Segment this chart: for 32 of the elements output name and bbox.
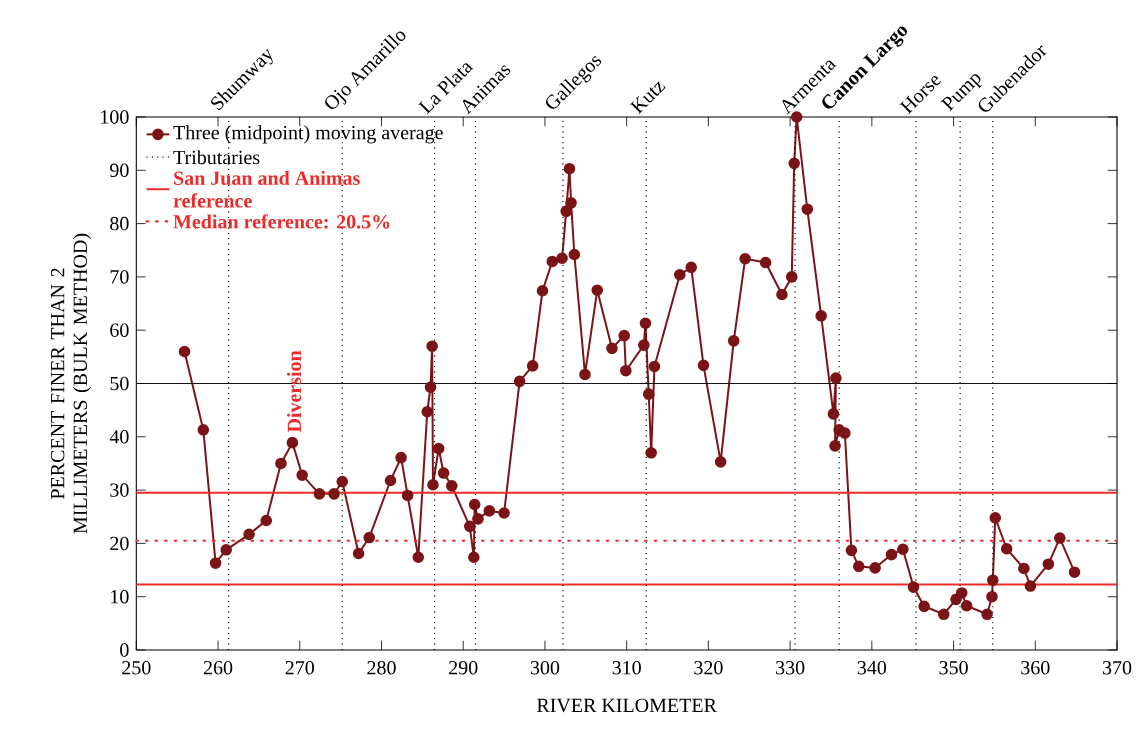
y-tick-label: 10 [111,589,129,604]
y-tick-label: 50 [110,376,129,391]
y-tick-label: 30 [110,483,129,497]
y-tick-label: 60 [110,323,129,337]
x-tick-label: 260 [203,660,233,675]
y-tick-label: 0 [120,643,129,657]
y-tick-label: 80 [110,216,129,231]
legend-label: Median reference: 20.5% [173,214,390,229]
x-tick-label: 360 [1021,660,1050,675]
x-tick-label: 350 [939,660,968,675]
x-tick-label: 340 [857,660,887,675]
y-tick-label: 20 [110,536,129,551]
y-axis-title: PERCENT FINER THAN 2 MILLIMETERS (BULK METHOD) [50,233,92,534]
y-tick-label: 100 [101,110,129,124]
y-tick-label: 70 [110,270,129,284]
x-tick-label: 270 [285,660,314,675]
y-tick-label: 40 [109,430,129,444]
legend-label: Three (midpoint) moving average [173,125,443,144]
x-tick-label: 330 [776,660,805,675]
y-tick-label: 90 [110,163,129,178]
ref-line-label: Kutz [629,81,666,115]
x-tick-label: 310 [612,660,641,675]
x-tick-label: 250 [122,660,151,675]
x-tick-label: 300 [530,660,560,675]
x-tick-label: 320 [694,660,723,675]
legend-label: San Juan and Animas reference [173,170,360,208]
x-tick-label: 280 [367,660,396,675]
x-tick-label: 290 [449,660,478,675]
annotation: Diversion [287,350,302,433]
annotation: Tributaries [173,150,260,165]
x-axis-title: RIVER KILOMETER [536,698,717,713]
x-tick-label: 370 [1102,660,1132,675]
